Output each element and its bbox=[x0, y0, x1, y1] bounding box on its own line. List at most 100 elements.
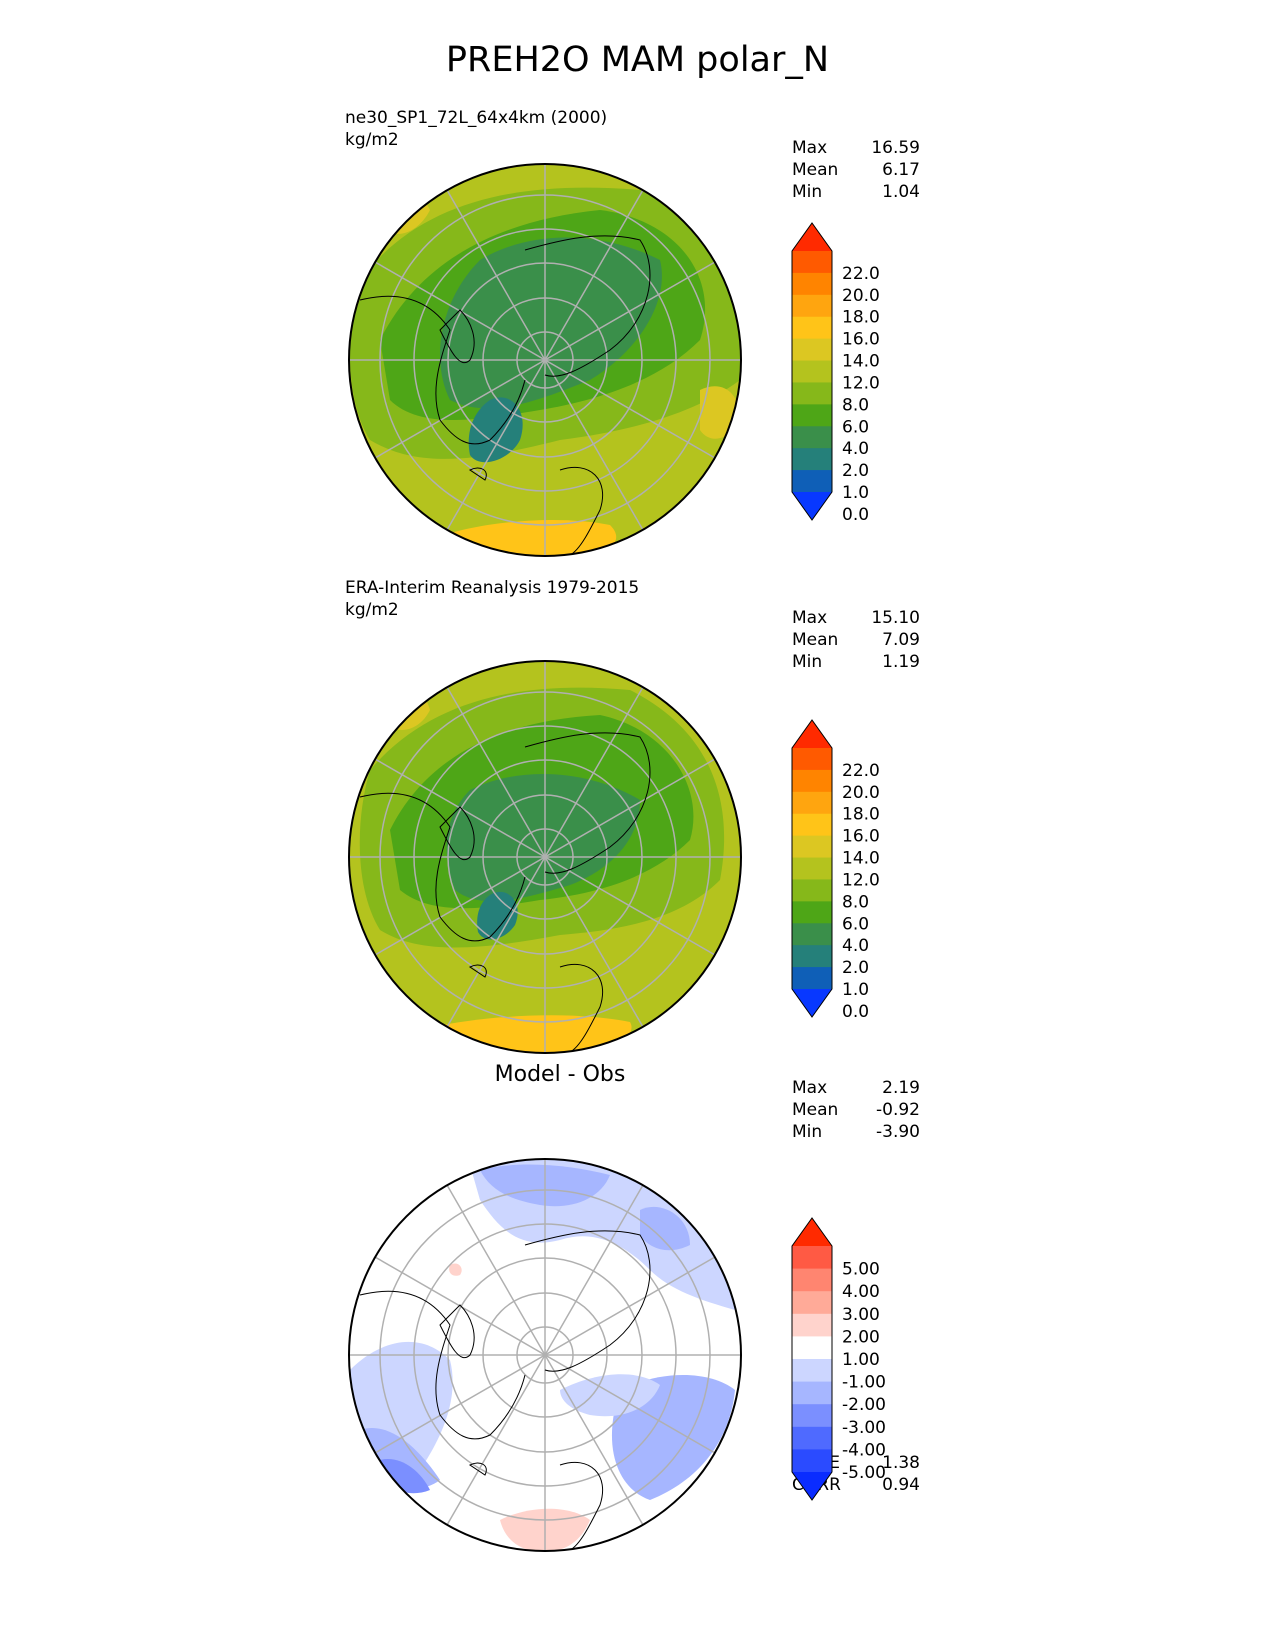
colorbar-tick-label: 0.0 bbox=[842, 505, 869, 525]
panel2-subtitle: ERA-Interim Reanalysis 1979-2015 kg/m2 bbox=[345, 577, 639, 621]
colorbar-tick-label: 8.0 bbox=[842, 892, 869, 912]
colorbar-extend-max bbox=[792, 223, 832, 251]
stat-label: Mean bbox=[792, 1100, 839, 1120]
colorbar-segment bbox=[792, 748, 832, 771]
colorbar-tick-label: 22.0 bbox=[842, 761, 880, 781]
colorbar-outline bbox=[791, 222, 833, 521]
stat-label: Min bbox=[792, 182, 823, 202]
obs-map-boundary bbox=[348, 660, 742, 1054]
colorbar-outline bbox=[791, 719, 833, 1018]
colorbar-segment bbox=[792, 791, 832, 815]
colorbar-segment bbox=[792, 251, 832, 274]
colorbar-tick-label: 1.0 bbox=[842, 980, 869, 1000]
colorbar-tick-label: 20.0 bbox=[842, 783, 880, 803]
colorbar-segment bbox=[792, 857, 832, 880]
colorbar-segment bbox=[792, 769, 832, 793]
colorbar-segment bbox=[792, 338, 832, 362]
colorbar-segment bbox=[792, 923, 832, 946]
diff-plot-title: Model - Obs bbox=[494, 1062, 626, 1087]
colorbar-segment bbox=[792, 945, 832, 968]
colorbar-segment bbox=[792, 1404, 832, 1428]
model-colorbar: 22.020.018.016.014.012.08.06.04.02.01.00… bbox=[791, 222, 880, 525]
colorbar-extend-min bbox=[792, 1472, 832, 1500]
colorbar-tick-label: 5.00 bbox=[842, 1260, 880, 1280]
panel2-case-name: ERA-Interim Reanalysis 1979-2015 bbox=[345, 578, 640, 598]
metric-value: 0.94 bbox=[882, 1475, 920, 1495]
panel1-case-name: ne30_SP1_72L_64x4km (2000) bbox=[345, 108, 608, 128]
colorbar-tick-label: 2.0 bbox=[842, 461, 869, 481]
stat-value: 1.04 bbox=[882, 182, 920, 202]
colorbar-tick-label: 8.0 bbox=[842, 395, 869, 415]
colorbar-segment bbox=[792, 901, 832, 924]
colorbar-tick-label: -3.00 bbox=[842, 1418, 886, 1438]
model-coastlines bbox=[359, 235, 651, 556]
colorbar-tick-label: -1.00 bbox=[842, 1373, 886, 1393]
stat-value: 7.09 bbox=[882, 630, 920, 650]
colorbar-tick-label: 14.0 bbox=[842, 352, 880, 372]
colorbar-tick-label: 18.0 bbox=[842, 308, 880, 328]
colorbar-segment bbox=[792, 1336, 832, 1360]
stat-value: -3.90 bbox=[876, 1122, 920, 1142]
colorbar-tick-label: 0.0 bbox=[842, 1002, 869, 1022]
stat-label: Mean bbox=[792, 630, 839, 650]
stat-label: Max bbox=[792, 608, 828, 628]
stat-value: 1.19 bbox=[882, 652, 920, 672]
colorbar-extend-max bbox=[792, 720, 832, 748]
diff-graticule bbox=[349, 1159, 741, 1551]
stat-label: Mean bbox=[792, 160, 839, 180]
stat-label: Max bbox=[792, 138, 828, 158]
model-graticule bbox=[349, 164, 741, 556]
figure-title: PREH2O MAM polar_N bbox=[445, 40, 830, 80]
colorbar-tick-label: 1.0 bbox=[842, 483, 869, 503]
panel1-units: kg/m2 bbox=[345, 130, 399, 150]
colorbar-tick-label: 4.0 bbox=[842, 439, 869, 459]
colorbar-segment bbox=[792, 1268, 832, 1292]
stat-label: Max bbox=[792, 1078, 828, 1098]
colorbar-tick-label: 20.0 bbox=[842, 286, 880, 306]
colorbar-outline bbox=[791, 1217, 833, 1501]
colorbar-segment bbox=[792, 448, 832, 471]
colorbar-segment bbox=[792, 879, 832, 902]
colorbar-segment bbox=[792, 272, 832, 296]
colorbar-segment bbox=[792, 967, 832, 990]
stat-value: 15.10 bbox=[871, 608, 920, 628]
colorbar-segment bbox=[792, 1426, 832, 1450]
model-map-boundary bbox=[348, 163, 742, 557]
colorbar-segment bbox=[792, 813, 832, 837]
colorbar-segment bbox=[792, 426, 832, 449]
colorbar-tick-label: 3.00 bbox=[842, 1305, 880, 1325]
diff-coastlines bbox=[359, 1230, 651, 1551]
colorbar-tick-label: 22.0 bbox=[842, 264, 880, 284]
colorbar-segment bbox=[792, 1449, 832, 1473]
colorbar-segment bbox=[792, 360, 832, 383]
colorbar-tick-label: 2.0 bbox=[842, 958, 869, 978]
colorbar-tick-label: 18.0 bbox=[842, 805, 880, 825]
stat-label: Min bbox=[792, 652, 823, 672]
colorbar-extend-max bbox=[792, 1218, 832, 1246]
obs-coastlines bbox=[359, 732, 651, 1053]
colorbar-segment bbox=[792, 294, 832, 318]
stat-value: 6.17 bbox=[882, 160, 920, 180]
colorbar-tick-label: 6.0 bbox=[842, 417, 869, 437]
colorbar-tick-label: 12.0 bbox=[842, 373, 880, 393]
colorbar-tick-label: 16.0 bbox=[842, 330, 880, 350]
colorbar-segment bbox=[792, 382, 832, 405]
panel1-stats: Max 16.59 Mean 6.17 Min 1.04 bbox=[792, 137, 920, 203]
stat-label: Min bbox=[792, 1122, 823, 1142]
metric-value: 1.38 bbox=[882, 1453, 920, 1473]
panel2-stats: Max 15.10 Mean 7.09 Min 1.19 bbox=[792, 607, 920, 673]
colorbar-segment bbox=[792, 1359, 832, 1383]
colorbar-segment bbox=[792, 1291, 832, 1315]
panel2-units: kg/m2 bbox=[345, 600, 399, 620]
obs-graticule bbox=[349, 661, 741, 1053]
stat-value: -0.92 bbox=[876, 1100, 920, 1120]
colorbar-tick-label: -2.00 bbox=[842, 1395, 886, 1415]
colorbar-tick-label: -5.00 bbox=[842, 1463, 886, 1483]
colorbar-tick-label: 2.00 bbox=[842, 1327, 880, 1347]
colorbar-tick-label: 4.00 bbox=[842, 1282, 880, 1302]
colorbar-segment bbox=[792, 1381, 832, 1405]
colorbar-segment bbox=[792, 1313, 832, 1337]
colorbar-segment bbox=[792, 470, 832, 493]
colorbar-tick-label: 4.0 bbox=[842, 936, 869, 956]
